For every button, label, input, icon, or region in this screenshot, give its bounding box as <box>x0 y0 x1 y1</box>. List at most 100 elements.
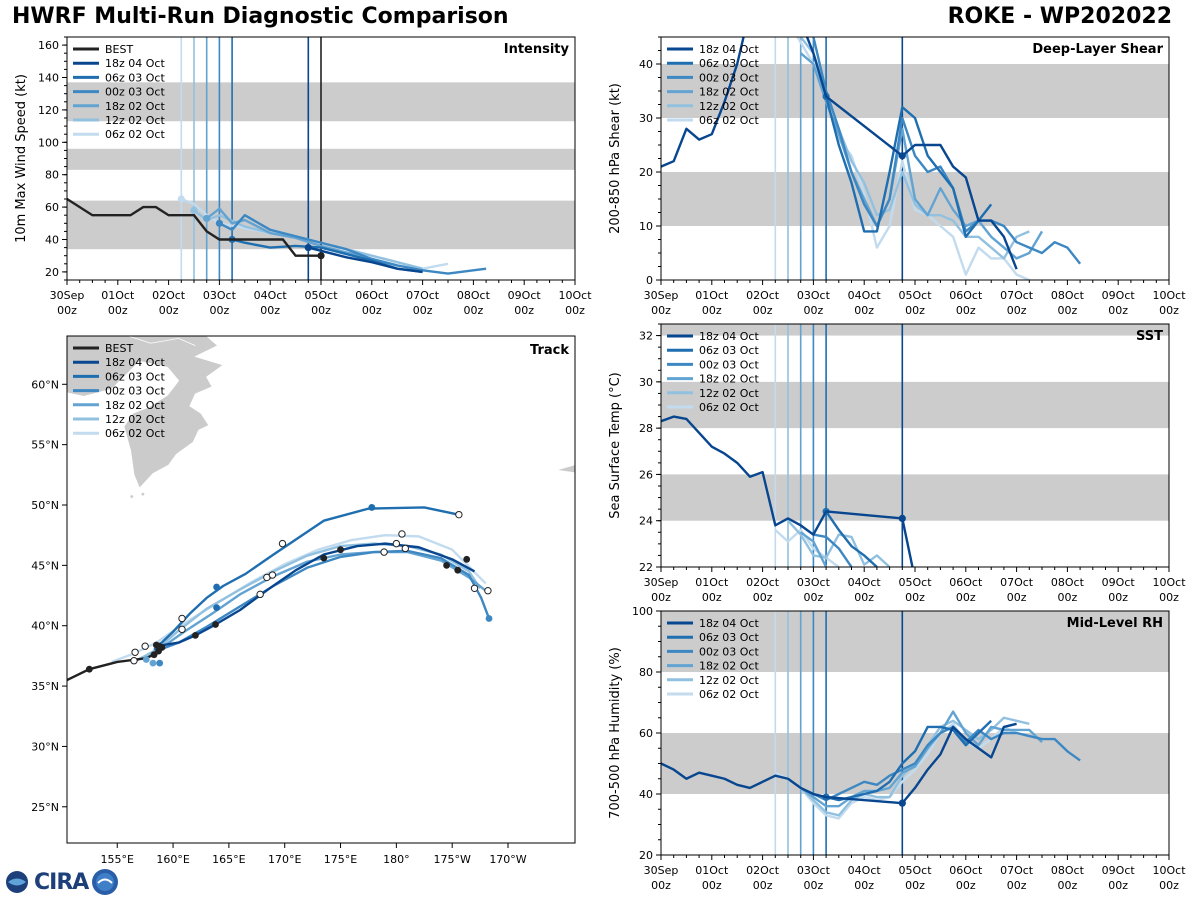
x-tick-label: 00z <box>1108 591 1128 604</box>
x-tick-label: 00z <box>702 879 722 892</box>
y-tick-label: 30 <box>639 376 653 389</box>
x-tick-label: 05Oct <box>304 289 338 302</box>
x-tick-label: 04Oct <box>848 864 882 877</box>
lat-tick-label: 50°N <box>31 499 59 512</box>
track-marker-open <box>380 548 388 556</box>
cira-logo: CIRA <box>4 866 120 898</box>
x-tick-label: 04Oct <box>254 289 288 302</box>
legend-label: 18z 04 Oct <box>699 617 759 630</box>
x-tick-label: 00z <box>1159 591 1179 604</box>
x-tick-label: 03Oct <box>797 289 831 302</box>
legend-label: 00z 03 Oct <box>105 86 165 99</box>
x-tick-label: 03Oct <box>203 289 237 302</box>
sst-plot-area <box>661 324 1169 567</box>
cira-globe-icon <box>6 871 28 893</box>
x-tick-label: 08Oct <box>1051 864 1085 877</box>
x-tick-label: 00z <box>753 879 773 892</box>
y-tick-label: 100 <box>38 136 59 149</box>
island <box>178 374 182 378</box>
x-tick-label: 00z <box>464 304 484 317</box>
best-track-line <box>67 197 321 257</box>
x-tick-label: 10Oct <box>1152 864 1186 877</box>
x-tick-label: 06Oct <box>949 864 983 877</box>
legend-label: 00z 03 Oct <box>699 71 759 84</box>
series-line <box>799 52 1044 260</box>
y-tick-label: 20 <box>45 266 59 279</box>
y-tick-label: 40 <box>639 58 653 71</box>
series-marker <box>304 244 312 252</box>
legend-label: 18z 02 Oct <box>105 100 165 113</box>
track-marker-filled <box>213 583 221 591</box>
y-axis-label: 200-850 hPa Shear (kt) <box>608 83 623 234</box>
series-marker <box>190 206 198 214</box>
y-tick-label: 20 <box>639 166 653 179</box>
best-track-marker <box>152 641 160 649</box>
track-marker-open <box>278 539 287 548</box>
lat-tick-label: 25°N <box>31 801 59 814</box>
x-tick-label: 00z <box>57 304 77 317</box>
track-marker-filled <box>191 631 199 639</box>
x-tick-label: 06Oct <box>949 289 983 302</box>
track-marker-open <box>268 571 277 579</box>
x-tick-label: 07Oct <box>1000 576 1034 589</box>
legend-label: 18z 02 Oct <box>105 399 165 412</box>
x-tick-label: 00z <box>702 304 722 317</box>
series-line <box>824 96 993 239</box>
x-tick-label: 08Oct <box>1051 576 1085 589</box>
track-marker-open <box>401 544 409 553</box>
x-tick-label: 01Oct <box>695 576 729 589</box>
track-line <box>153 506 460 651</box>
y-tick-label: 60 <box>639 727 653 740</box>
legend-label: 00z 03 Oct <box>699 358 759 371</box>
lon-tick-label: 165°E <box>212 853 245 866</box>
track-marker-filled <box>337 546 344 554</box>
x-tick-label: 09Oct <box>508 289 542 302</box>
track-marker-open <box>141 642 149 650</box>
x-tick-label: 00z <box>1007 591 1027 604</box>
x-tick-label: 00z <box>159 304 179 317</box>
x-tick-label: 10Oct <box>1152 289 1186 302</box>
x-tick-label: 00z <box>702 591 722 604</box>
x-tick-label: 30Sep <box>644 289 679 302</box>
legend-label: BEST <box>105 43 133 56</box>
series-marker <box>898 799 906 807</box>
land-aleutian <box>558 465 575 473</box>
x-tick-label: 00z <box>413 304 433 317</box>
track-marker-open <box>256 590 264 599</box>
legend-label: 18z 04 Oct <box>699 330 759 343</box>
x-tick-label: 02Oct <box>152 289 186 302</box>
series-line <box>812 37 1082 265</box>
best-track-marker <box>317 252 325 260</box>
rh-panel: 20 40 60 80 100 30Sep 00z 01Oct 00z 02Oct 00z 03Oct… <box>608 605 1186 892</box>
x-tick-label: 00z <box>1159 879 1179 892</box>
x-tick-label: 00z <box>1058 304 1078 317</box>
x-tick-label: 00z <box>804 304 824 317</box>
series-line <box>812 725 1081 802</box>
panel-title: SST <box>1136 329 1163 344</box>
series-marker <box>203 214 211 223</box>
y-tick-label: 60 <box>45 201 59 214</box>
series-line <box>787 519 891 567</box>
x-tick-label: 10Oct <box>558 289 592 302</box>
y-tick-label: 30 <box>639 112 653 125</box>
lat-tick-label: 60°N <box>31 378 59 391</box>
x-tick-label: 05Oct <box>898 576 932 589</box>
x-tick-label: 00z <box>804 591 824 604</box>
x-tick-label: 03Oct <box>797 576 831 589</box>
cira-logo-text: CIRA <box>34 869 89 895</box>
x-tick-label: 02Oct <box>746 289 780 302</box>
legend-label: 06z 03 Oct <box>699 344 759 357</box>
track-plot-area <box>67 336 575 682</box>
x-tick-label: 04Oct <box>848 576 882 589</box>
y-tick-label: 10 <box>639 220 653 233</box>
legend-label: 06z 02 Oct <box>105 427 165 440</box>
lat-tick-label: 45°N <box>31 559 59 572</box>
x-tick-label: 00z <box>753 591 773 604</box>
track-marker-open <box>178 625 186 634</box>
y-tick-label: 80 <box>639 666 653 679</box>
y-tick-label: 20 <box>639 849 653 862</box>
track-marker-filled <box>320 554 328 562</box>
track-marker-open <box>178 614 186 623</box>
legend-label: 00z 03 Oct <box>105 385 165 398</box>
y-axis-label: Sea Surface Temp (°C) <box>608 372 623 519</box>
